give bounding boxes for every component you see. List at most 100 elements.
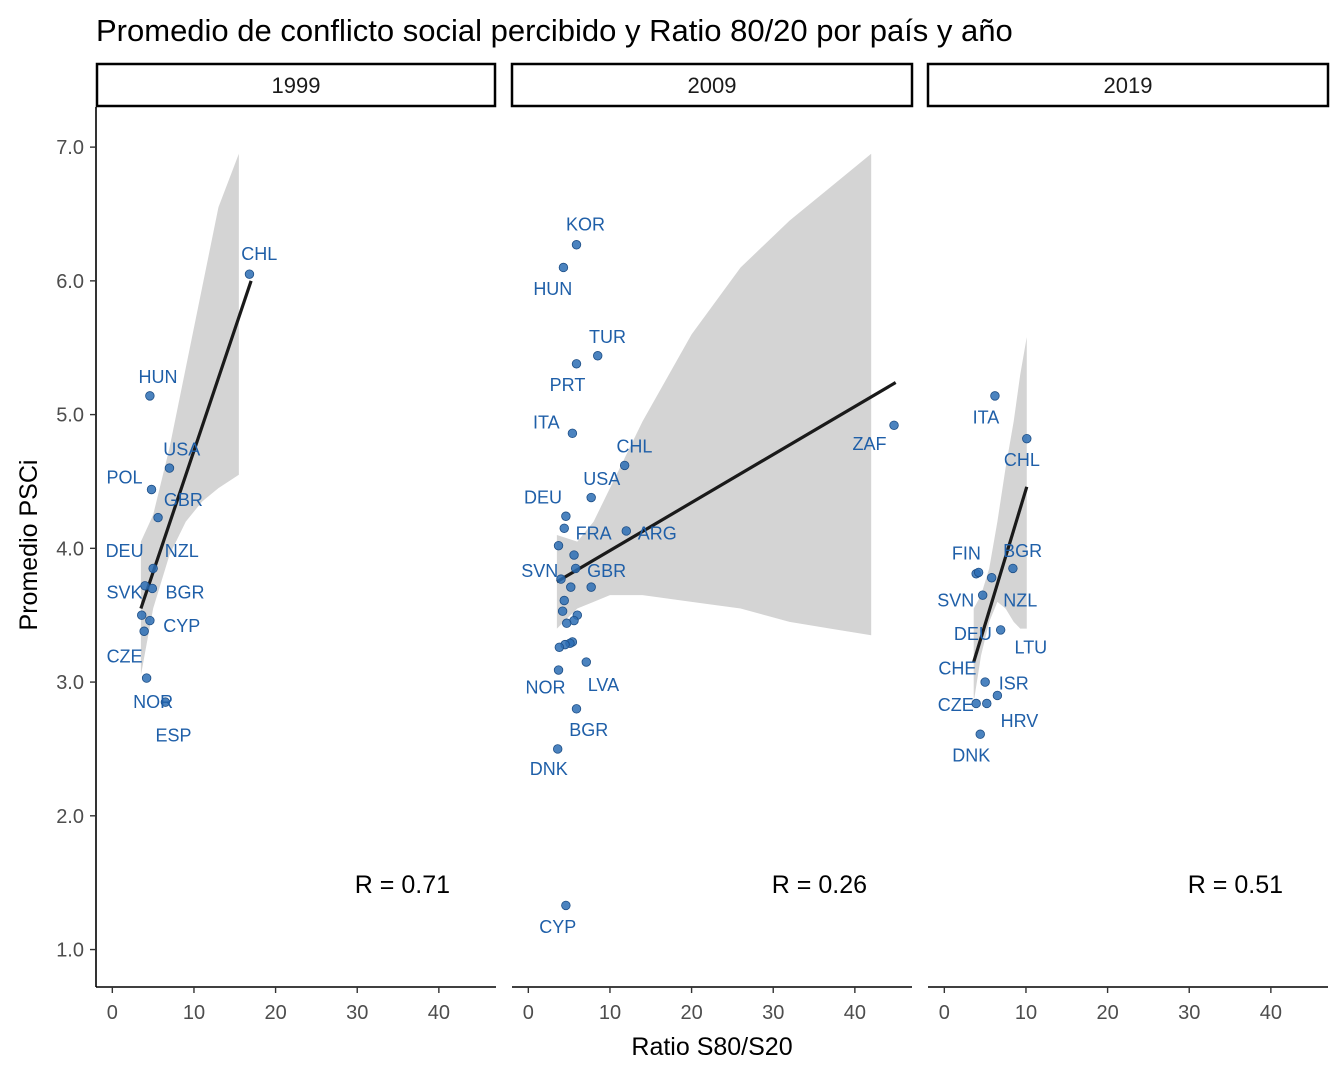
data-point	[971, 698, 981, 709]
point-label: ESP	[156, 726, 192, 746]
data-point	[980, 677, 990, 687]
data-point	[569, 550, 579, 560]
data-point	[571, 359, 582, 369]
data-point	[992, 690, 1003, 701]
x-tick-label: 20	[680, 1002, 702, 1024]
point-label: ITA	[973, 407, 1000, 427]
data-point	[559, 595, 569, 606]
data-point	[244, 269, 255, 279]
data-point	[561, 618, 572, 628]
r-label-2009: R = 0.26	[772, 871, 867, 899]
x-tick-label: 20	[1096, 1002, 1118, 1024]
point-label: NZL	[1003, 590, 1037, 610]
point-label: GBR	[587, 561, 626, 581]
data-point	[566, 582, 576, 592]
regression-line	[139, 280, 253, 610]
data-point	[146, 484, 157, 495]
point-label: DEU	[954, 624, 992, 644]
data-point	[990, 391, 1000, 401]
confidence-band	[973, 337, 1027, 703]
regression-line	[556, 381, 897, 584]
point-label: DNK	[530, 759, 568, 779]
point-label: TUR	[589, 327, 626, 347]
point-label: CHL	[1004, 450, 1040, 470]
point-label: USA	[583, 469, 620, 489]
strip-2019	[926, 62, 1330, 108]
data-point	[973, 567, 984, 578]
data-point	[619, 460, 630, 471]
data-point	[558, 262, 569, 273]
strip-label-2009: 2009	[688, 73, 737, 98]
data-point	[559, 523, 569, 533]
x-tick-label: 0	[523, 1002, 534, 1024]
point-label: LTU	[1015, 637, 1048, 657]
point-label: PRT	[550, 375, 586, 395]
x-tick-label: 10	[1015, 1002, 1037, 1024]
point-label: SVN	[937, 590, 974, 610]
point-label: FIN	[952, 544, 981, 564]
point-label: ZAF	[853, 434, 887, 454]
x-tick-label: 0	[939, 1002, 950, 1024]
confidence-band	[556, 153, 872, 636]
strip-1999	[95, 62, 497, 108]
point-label: CHL	[241, 244, 277, 264]
point-label: HRV	[1001, 711, 1039, 731]
point-label: SVN	[521, 561, 558, 581]
data-point	[586, 582, 596, 592]
data-point	[160, 697, 171, 707]
data-point	[567, 428, 578, 439]
data-point	[977, 590, 988, 600]
y-axis: 1.0 2.0 3.0 4.0 5.0 6.0 7.0	[56, 107, 97, 987]
point-label: LVA	[588, 675, 619, 695]
data-point	[581, 657, 591, 667]
panel-2019: 2019 ITA CHL FIN BGR SVN NZL DEU LTU CHE ISR CZE HR…	[926, 62, 1330, 1024]
data-point	[141, 673, 152, 683]
point-label: DEU	[524, 488, 562, 508]
data-point	[995, 625, 1006, 635]
point-label: KOR	[566, 215, 605, 235]
point-label: CYP	[539, 917, 576, 937]
data-point	[586, 492, 596, 503]
data-point	[593, 351, 603, 361]
data-point	[571, 240, 582, 250]
point-label: CZE	[938, 695, 974, 715]
x-tick-label: 10	[183, 1002, 205, 1024]
x-tick-label: 40	[428, 1002, 450, 1024]
point-label: CHE	[938, 659, 976, 679]
data-point	[982, 698, 992, 709]
panel-plot-2009: KOR HUN TUR PRT ITA CHL USA DEU FRA ARG SVN GBR NOR L…	[512, 153, 912, 1024]
data-point	[571, 704, 582, 714]
x-tick-label: 10	[599, 1002, 621, 1024]
point-label: DNK	[952, 746, 990, 766]
point-label: ISR	[999, 673, 1029, 693]
point-label: BGR	[1003, 541, 1042, 561]
point-label: BGR	[165, 582, 204, 602]
point-label: CHL	[616, 437, 652, 457]
r-label-2019: R = 0.51	[1188, 871, 1283, 899]
panel-plot-2019: ITA CHL FIN BGR SVN NZL DEU LTU CHE ISR CZE HRV DNK 0…	[928, 337, 1328, 1024]
panel-2009: 2009 KOR HUN TUR PRT ITA CHL USA DEU FRA ARG SVN GB…	[510, 62, 914, 1024]
data-point	[153, 512, 163, 523]
y-tick-label: 1.0	[56, 940, 84, 962]
x-tick-label: 30	[346, 1002, 368, 1024]
point-label: CZE	[107, 647, 143, 667]
regression-line	[972, 486, 1029, 663]
data-point	[1008, 563, 1018, 574]
data-point	[1022, 433, 1032, 444]
chart-title: Promedio de conflicto social percibido y…	[96, 13, 1013, 48]
data-point	[986, 573, 997, 583]
panel-plot-1999: CHL HUN USA POL GBR DEU NZL SVK BGR CYP CZE NOR ESP 0…	[96, 153, 496, 1024]
y-tick-label: 5.0	[56, 405, 84, 427]
data-point	[553, 540, 564, 551]
point-label: FRA	[576, 524, 612, 544]
r-label-1999: R = 0.71	[355, 871, 450, 899]
x-tick-label: 0	[107, 1002, 118, 1024]
data-point	[139, 626, 149, 636]
data-point	[145, 615, 155, 626]
data-point	[147, 583, 158, 594]
point-label: CYP	[163, 616, 200, 636]
data-point	[164, 463, 175, 473]
point-label: NZL	[165, 541, 199, 561]
data-point	[561, 511, 571, 521]
